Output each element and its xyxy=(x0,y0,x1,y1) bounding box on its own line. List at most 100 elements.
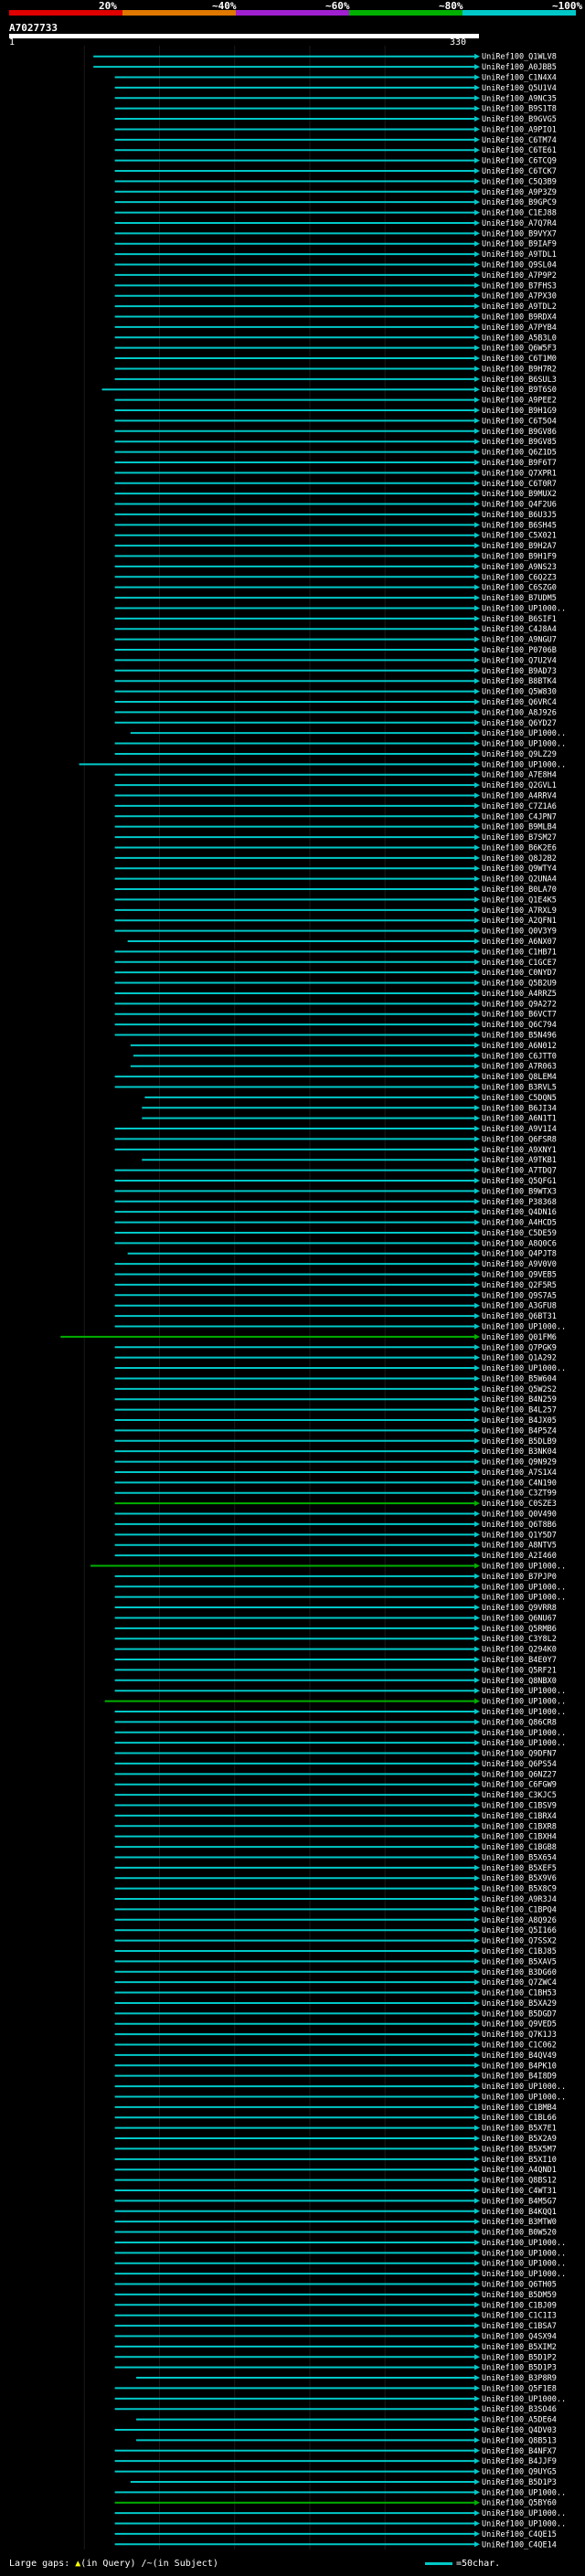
hit-label[interactable]: UniRef100_B3SO46 xyxy=(482,2405,557,2414)
hit-row[interactable]: UniRef100_A9PEE2 xyxy=(114,397,557,406)
hit-label[interactable]: UniRef100_UP1000.. xyxy=(482,1364,566,1373)
hit-label[interactable]: UniRef100_B9GVG5 xyxy=(482,115,557,124)
hit-row[interactable]: UniRef100_UP1000.. xyxy=(114,2509,567,2518)
hit-row[interactable]: UniRef100_Q8B513 xyxy=(136,2436,557,2445)
hit-row[interactable]: UniRef100_B6SIF1 xyxy=(114,615,557,624)
hit-row[interactable]: UniRef100_B5DM59 xyxy=(114,2291,557,2300)
hit-row[interactable]: UniRef100_B4P5Z4 xyxy=(114,1426,557,1436)
hit-label[interactable]: UniRef100_B9GV85 xyxy=(482,438,557,447)
hit-label[interactable]: UniRef100_A4HCD5 xyxy=(482,1219,557,1228)
hit-label[interactable]: UniRef100_C1GCE7 xyxy=(482,959,557,968)
hit-label[interactable]: UniRef100_B4I8D9 xyxy=(482,2072,557,2082)
hit-label[interactable]: UniRef100_A4QND1 xyxy=(482,2166,557,2175)
hit-label[interactable]: UniRef100_A0JBB5 xyxy=(482,63,557,72)
hit-row[interactable]: UniRef100_B3SO46 xyxy=(114,2405,557,2414)
hit-row[interactable]: UniRef100_B9AD73 xyxy=(114,667,557,676)
hit-label[interactable]: UniRef100_C5Q3B9 xyxy=(482,177,557,186)
hit-label[interactable]: UniRef100_B3NK04 xyxy=(482,1447,557,1457)
hit-row[interactable]: UniRef100_Q6BT31 xyxy=(114,1312,557,1321)
hit-label[interactable]: UniRef100_C1BXH4 xyxy=(482,1833,557,1842)
hit-label[interactable]: UniRef100_C4N190 xyxy=(482,1479,557,1488)
hit-row[interactable]: UniRef100_Q9VRR8 xyxy=(114,1604,557,1613)
hit-row[interactable]: UniRef100_C3KJC5 xyxy=(114,1791,557,1800)
hit-row[interactable]: UniRef100_B5XAV5 xyxy=(114,1957,557,1966)
hit-label[interactable]: UniRef100_B9MUX2 xyxy=(482,490,557,499)
hit-label[interactable]: UniRef100_UP1000.. xyxy=(482,1594,566,1603)
hit-row[interactable]: UniRef100_Q9WTY4 xyxy=(114,864,557,874)
hit-label[interactable]: UniRef100_C6T1M0 xyxy=(482,355,557,364)
hit-label[interactable]: UniRef100_C4WT31 xyxy=(482,2187,557,2196)
hit-row[interactable]: UniRef100_A7R063 xyxy=(130,1063,557,1072)
hit-row[interactable]: UniRef100_B4JX05 xyxy=(114,1416,557,1426)
hit-label[interactable]: UniRef100_UP1000.. xyxy=(482,1322,566,1331)
hit-row[interactable]: UniRef100_B4PK10 xyxy=(114,2062,557,2071)
hit-label[interactable]: UniRef100_Q8B513 xyxy=(482,2436,557,2445)
hit-row[interactable]: UniRef100_Q0V490 xyxy=(114,1511,557,1520)
hit-label[interactable]: UniRef100_B4JJF9 xyxy=(482,2457,557,2466)
hit-row[interactable]: UniRef100_C6FGW9 xyxy=(114,1781,557,1790)
hit-row[interactable]: UniRef100_C6SZG0 xyxy=(114,584,557,593)
hit-label[interactable]: UniRef100_Q8J2B2 xyxy=(482,854,557,864)
hit-row[interactable]: UniRef100_Q1E4K5 xyxy=(114,896,557,905)
hit-row[interactable]: UniRef100_C4N190 xyxy=(114,1479,557,1488)
hit-row[interactable]: UniRef100_C6TCQ9 xyxy=(114,157,557,166)
hit-label[interactable]: UniRef100_Q1E4K5 xyxy=(482,896,557,905)
hit-row[interactable]: UniRef100_UP1000.. xyxy=(114,1739,567,1748)
hit-row[interactable]: UniRef100_Q2UNA4 xyxy=(114,875,557,885)
hit-row[interactable]: UniRef100_C6T5O4 xyxy=(114,417,557,426)
hit-label[interactable]: UniRef100_Q5F1E8 xyxy=(482,2384,557,2393)
hit-row[interactable]: UniRef100_C3Y8L2 xyxy=(114,1635,557,1644)
hit-row[interactable]: UniRef100_UP1000.. xyxy=(114,2249,567,2258)
hit-row[interactable]: UniRef100_A8J926 xyxy=(114,708,557,717)
hit-label[interactable]: UniRef100_C1BXR8 xyxy=(482,1822,557,1831)
hit-row[interactable]: UniRef100_C1BL66 xyxy=(114,2114,557,2123)
hit-label[interactable]: UniRef100_UP1000.. xyxy=(482,2509,566,2518)
hit-label[interactable]: UniRef100_UP1000.. xyxy=(482,2260,566,2269)
hit-label[interactable]: UniRef100_B4N259 xyxy=(482,1395,557,1405)
hit-row[interactable]: UniRef100_C6Q2Z3 xyxy=(114,573,557,582)
hit-row[interactable]: UniRef100_Q4DN16 xyxy=(114,1208,557,1217)
hit-label[interactable]: UniRef100_C6TCK7 xyxy=(482,167,557,176)
hit-label[interactable]: UniRef100_C1HB71 xyxy=(482,948,557,957)
hit-row[interactable]: UniRef100_C1HB71 xyxy=(114,948,557,957)
hit-label[interactable]: UniRef100_P38368 xyxy=(482,1198,557,1207)
hit-row[interactable]: UniRef100_B5XEF5 xyxy=(114,1864,557,1873)
hit-row[interactable]: UniRef100_Q6NU67 xyxy=(114,1614,557,1623)
hit-row[interactable]: UniRef100_Q7K1J3 xyxy=(114,2030,557,2040)
hit-label[interactable]: UniRef100_Q5RF21 xyxy=(482,1666,557,1675)
hit-row[interactable]: UniRef100_Q6YD27 xyxy=(114,719,557,728)
hit-row[interactable]: UniRef100_C1BXH4 xyxy=(114,1833,557,1842)
hit-label[interactable]: UniRef100_C1BPQ4 xyxy=(482,1905,557,1914)
hit-label[interactable]: UniRef100_B5X9V6 xyxy=(482,1874,557,1883)
hit-row[interactable]: UniRef100_Q8LEM4 xyxy=(114,1073,557,1082)
hit-row[interactable]: UniRef100_B4M5G7 xyxy=(114,2197,557,2206)
hit-label[interactable]: UniRef100_B5XEF5 xyxy=(482,1864,557,1873)
hit-row[interactable]: UniRef100_B4E0Y7 xyxy=(114,1656,557,1665)
hit-label[interactable]: UniRef100_UP1000.. xyxy=(482,1583,566,1592)
hit-label[interactable]: UniRef100_B5X5M7 xyxy=(482,2145,557,2154)
hit-label[interactable]: UniRef100_C3Y8L2 xyxy=(482,1635,557,1644)
hit-row[interactable]: UniRef100_B0W520 xyxy=(114,2229,557,2238)
hit-row[interactable]: UniRef100_Q5RMB6 xyxy=(114,1625,557,1634)
hit-label[interactable]: UniRef100_A7RXL9 xyxy=(482,906,557,916)
hit-label[interactable]: UniRef100_C1C062 xyxy=(482,2041,557,2051)
hit-row[interactable]: UniRef100_Q2GVL1 xyxy=(114,781,557,790)
hit-label[interactable]: UniRef100_UP1000.. xyxy=(482,1739,566,1748)
hit-row[interactable]: UniRef100_C1GCE7 xyxy=(114,959,557,968)
hit-row[interactable]: UniRef100_A9TDL2 xyxy=(114,302,557,312)
hit-label[interactable]: UniRef100_P0706B xyxy=(482,646,557,655)
hit-label[interactable]: UniRef100_C1BL66 xyxy=(482,2114,557,2123)
hit-row[interactable]: UniRef100_UP1000.. xyxy=(114,2239,567,2248)
hit-label[interactable]: UniRef100_UP1000.. xyxy=(482,2270,566,2279)
hit-row[interactable]: UniRef100_B5XA29 xyxy=(114,1999,557,2009)
hit-row[interactable]: UniRef100_UP1000.. xyxy=(114,1687,567,1696)
hit-label[interactable]: UniRef100_Q6NU67 xyxy=(482,1614,557,1623)
hit-row[interactable]: UniRef100_A4HCD5 xyxy=(114,1219,557,1228)
hit-row[interactable]: UniRef100_B7FHS3 xyxy=(114,281,557,291)
hit-row[interactable]: UniRef100_UP1000.. xyxy=(79,760,567,769)
hit-row[interactable]: UniRef100_UP1000.. xyxy=(114,1594,567,1603)
hit-label[interactable]: UniRef100_A7PYB4 xyxy=(482,323,557,333)
hit-label[interactable]: UniRef100_UP1000.. xyxy=(482,1729,566,1738)
hit-label[interactable]: UniRef100_Q5I166 xyxy=(482,1926,557,1935)
hit-row[interactable]: UniRef100_B5X2A9 xyxy=(114,2135,557,2144)
